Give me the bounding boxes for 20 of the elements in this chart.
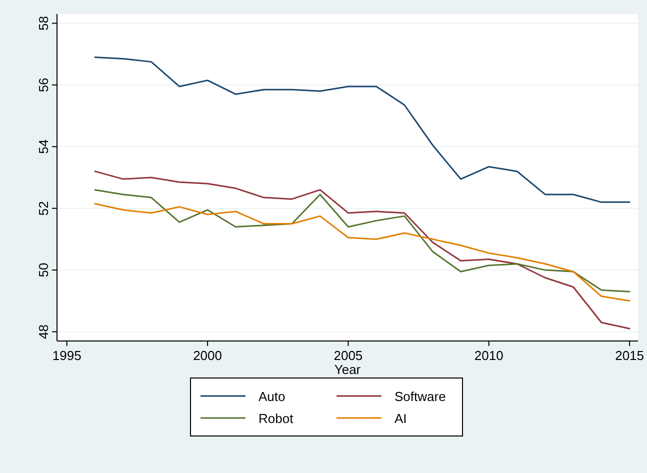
x-tick-label: 2000: [193, 348, 222, 363]
line-series: [94, 189, 630, 292]
x-tick-label: 2005: [334, 348, 363, 363]
line-series: [94, 170, 630, 330]
legend-label: Auto: [258, 389, 286, 404]
line-series: [94, 202, 630, 302]
y-tick-label: 54: [36, 139, 51, 154]
y-tick-label: 48: [36, 324, 51, 339]
x-tick-label: 1995: [52, 348, 82, 363]
x-tick-label: 2015: [615, 348, 644, 363]
legend-label: Robot: [258, 411, 294, 426]
x-axis-title: Year: [334, 362, 362, 377]
y-tick-label: 58: [36, 16, 51, 30]
y-tick-label: 52: [36, 201, 51, 216]
y-tick-label: 50: [36, 262, 51, 278]
legend-label: Software: [394, 389, 446, 404]
x-tick-label: 2010: [474, 348, 504, 363]
line-series: [94, 56, 630, 203]
legend-label: AI: [394, 411, 407, 426]
y-tick-label: 56: [36, 78, 51, 92]
